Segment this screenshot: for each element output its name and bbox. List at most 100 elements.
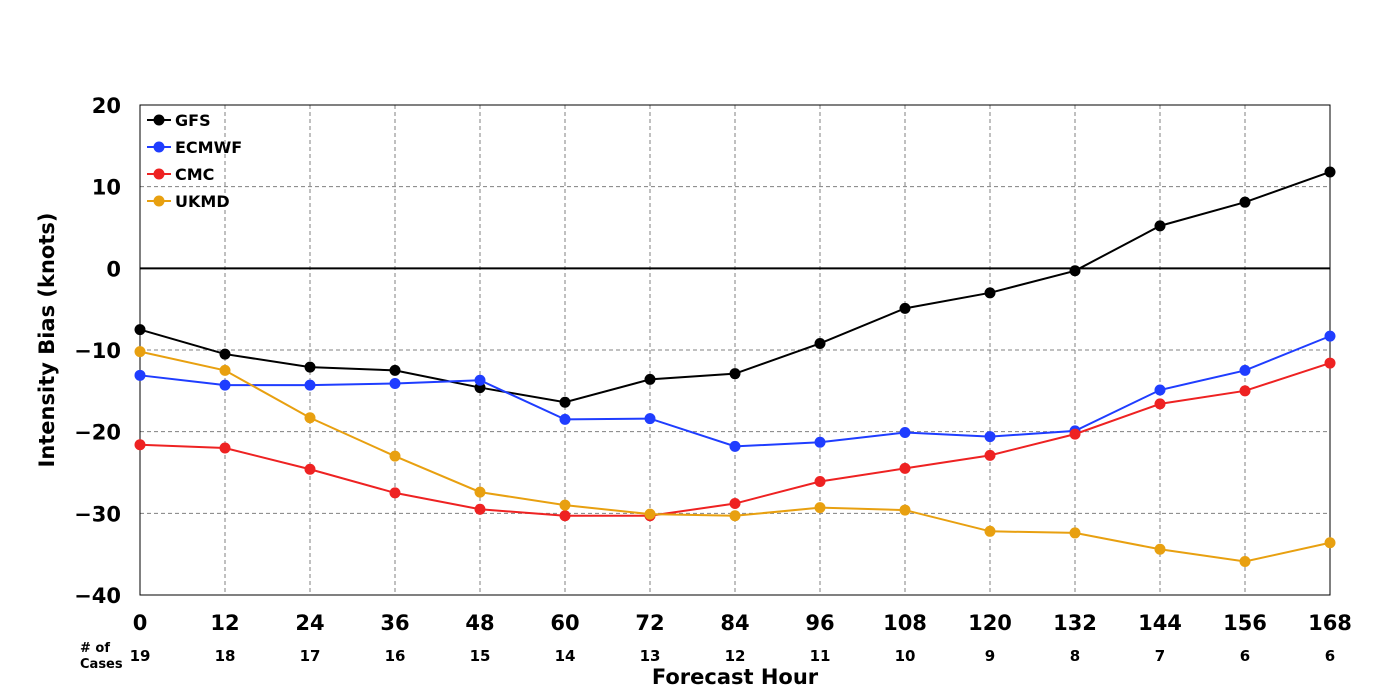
data-point-cmc <box>1154 398 1166 410</box>
x-tick-label: 132 <box>1053 611 1097 635</box>
case-count: 17 <box>300 647 321 665</box>
case-count: 8 <box>1070 647 1080 665</box>
data-point-cmc <box>814 475 826 487</box>
legend-label: UKMD <box>175 192 230 211</box>
data-point-gfs <box>219 348 231 360</box>
data-point-ecmwf <box>984 431 996 443</box>
series-ecmwf <box>134 330 1336 452</box>
cases-label: # of Cases <box>80 641 123 672</box>
data-point-ukmd <box>1239 556 1251 568</box>
case-count: 10 <box>895 647 916 665</box>
data-point-ukmd <box>559 499 571 511</box>
data-point-gfs <box>304 361 316 373</box>
case-count: 12 <box>725 647 746 665</box>
data-point-gfs <box>814 337 826 349</box>
data-point-ecmwf <box>644 413 656 425</box>
data-point-gfs <box>729 368 741 380</box>
data-point-ukmd <box>644 508 656 520</box>
data-point-gfs <box>1154 220 1166 232</box>
legend-label: GFS <box>175 111 211 130</box>
y-tick-label: −40 <box>74 584 121 608</box>
data-point-gfs <box>1069 265 1081 277</box>
x-tick-label: 96 <box>805 611 834 635</box>
data-point-ukmd <box>729 510 741 522</box>
grid-lines <box>140 105 1330 595</box>
data-point-ecmwf <box>389 377 401 389</box>
data-point-gfs <box>134 324 146 336</box>
x-axis-title: Forecast Hour <box>652 665 819 689</box>
data-point-ukmd <box>1069 527 1081 539</box>
x-tick-label: 156 <box>1223 611 1267 635</box>
data-point-cmc <box>1069 428 1081 440</box>
data-point-cmc <box>559 510 571 522</box>
data-point-gfs <box>1239 196 1251 208</box>
case-count: 16 <box>385 647 406 665</box>
series-layer <box>134 166 1336 568</box>
x-tick-label: 60 <box>550 611 579 635</box>
data-point-gfs <box>1324 166 1336 178</box>
data-point-ecmwf <box>729 440 741 452</box>
x-tick-label: 0 <box>133 611 148 635</box>
data-point-ecmwf <box>134 369 146 381</box>
data-point-gfs <box>644 373 656 385</box>
data-point-ukmd <box>134 346 146 358</box>
x-tick-label: 120 <box>968 611 1012 635</box>
data-point-gfs <box>389 364 401 376</box>
data-point-ukmd <box>1324 537 1336 549</box>
legend-marker <box>153 195 165 207</box>
data-point-cmc <box>474 503 486 515</box>
y-tick-label: 0 <box>106 257 121 281</box>
data-point-ecmwf <box>559 413 571 425</box>
case-count: 11 <box>810 647 831 665</box>
data-point-ukmd <box>389 450 401 462</box>
case-count: 15 <box>470 647 491 665</box>
y-tick-label: 10 <box>92 176 121 200</box>
data-point-ecmwf <box>899 426 911 438</box>
y-axis-title: Intensity Bias (knots) <box>35 213 59 468</box>
data-point-cmc <box>729 498 741 510</box>
series-cmc <box>134 357 1336 522</box>
legend-marker <box>153 141 165 153</box>
data-point-ukmd <box>1154 543 1166 555</box>
legend-marker <box>153 168 165 180</box>
x-tick-label: 72 <box>635 611 664 635</box>
case-count: 18 <box>215 647 236 665</box>
data-point-ecmwf <box>1239 364 1251 376</box>
data-point-cmc <box>219 442 231 454</box>
data-point-gfs <box>984 287 996 299</box>
legend: GFS ECMWF CMC UKMD <box>147 111 242 211</box>
data-point-cmc <box>1239 385 1251 397</box>
data-point-ukmd <box>984 525 996 537</box>
y-tick-label: −20 <box>74 421 121 445</box>
case-count: 6 <box>1240 647 1250 665</box>
data-point-ecmwf <box>304 379 316 391</box>
case-count: 9 <box>985 647 995 665</box>
x-tick-label: 84 <box>720 611 749 635</box>
data-point-cmc <box>304 463 316 475</box>
data-point-cmc <box>134 439 146 451</box>
x-tick-label: 48 <box>465 611 494 635</box>
x-tick-label: 144 <box>1138 611 1182 635</box>
data-point-ecmwf <box>474 374 486 386</box>
y-tick-label: −10 <box>74 339 121 363</box>
legend-item-ukmd: UKMD <box>147 192 230 211</box>
case-count: 19 <box>130 647 151 665</box>
data-point-ecmwf <box>1324 330 1336 342</box>
data-point-ukmd <box>219 364 231 376</box>
legend-marker <box>153 114 165 126</box>
data-point-ukmd <box>814 502 826 514</box>
data-point-cmc <box>389 487 401 499</box>
legend-label: ECMWF <box>175 138 242 157</box>
data-point-ecmwf <box>219 379 231 391</box>
data-point-cmc <box>1324 357 1336 369</box>
data-point-gfs <box>559 396 571 408</box>
y-tick-label: 20 <box>92 94 121 118</box>
case-count: 7 <box>1155 647 1165 665</box>
data-point-ukmd <box>474 486 486 498</box>
legend-item-cmc: CMC <box>147 165 214 184</box>
data-point-ecmwf <box>1154 384 1166 396</box>
data-point-ukmd <box>304 412 316 424</box>
x-tick-label: 24 <box>295 611 324 635</box>
series-gfs <box>134 166 1336 408</box>
